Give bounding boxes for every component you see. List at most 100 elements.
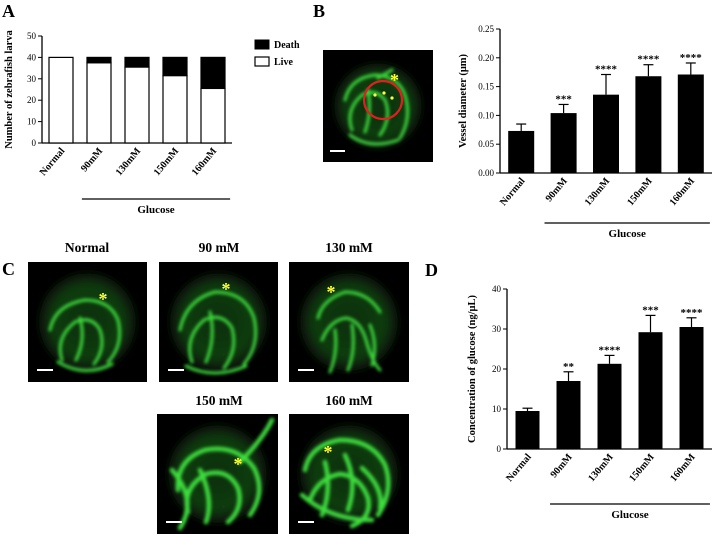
microscopy-image-b: * <box>323 50 433 162</box>
category-label: Normal <box>38 146 68 178</box>
y-tick-label: 0.15 <box>478 82 494 92</box>
microscopy-panel: * <box>159 262 278 382</box>
y-tick-label: 20 <box>27 95 37 105</box>
y-axis-label: Vessel diameter (μm) <box>458 53 469 148</box>
legend-label-death: Death <box>274 40 300 51</box>
bar <box>550 113 577 173</box>
y-axis-label: Number of zebrafish larva <box>4 30 15 149</box>
bar-death <box>124 56 150 68</box>
scale-bar <box>166 521 182 523</box>
group-label: Glucose <box>137 204 174 216</box>
bar-live <box>124 66 150 144</box>
y-tick-label: 10 <box>492 404 502 414</box>
y-tick-label: 0 <box>497 444 502 454</box>
group-label: Glucose <box>609 228 646 240</box>
scale-bar <box>37 369 53 371</box>
legend-label-live: Live <box>274 57 293 68</box>
bar <box>679 327 704 449</box>
bar <box>635 76 662 173</box>
bar-live <box>200 87 226 144</box>
image-label: Normal <box>65 240 109 255</box>
category-label: 90mM <box>549 451 576 480</box>
bar <box>597 363 622 449</box>
origin-asterisk-icon: * <box>99 289 108 309</box>
bar-death <box>162 56 188 77</box>
bar-death <box>86 56 112 64</box>
bar-live <box>48 56 74 144</box>
y-tick-label: 30 <box>492 324 502 334</box>
microscopy-panel: * <box>157 414 278 534</box>
y-tick-label: 40 <box>492 284 502 294</box>
bar <box>638 332 663 449</box>
origin-asterisk-icon: * <box>390 70 399 90</box>
y-tick-label: 0.20 <box>478 53 494 63</box>
significance-label: **** <box>681 307 704 319</box>
category-label: 160mM <box>668 175 698 208</box>
significance-label: ** <box>563 361 575 373</box>
y-tick-label: 0.25 <box>478 24 494 34</box>
origin-asterisk-icon: * <box>222 279 231 299</box>
panel-label-d: D <box>425 260 438 280</box>
bar-death <box>200 56 226 90</box>
image-label: 90 mM <box>199 240 240 255</box>
y-tick-label: 0.10 <box>478 110 494 120</box>
y-axis-label: Concentration of glucose (ng/μL) <box>467 295 478 443</box>
significance-label: *** <box>642 304 659 316</box>
microscopy-panel: * <box>28 262 147 382</box>
chart-a: 0 10 20 30 40 50 Number of zebrafish larva Norm… <box>4 30 300 216</box>
scale-bar <box>168 369 184 371</box>
category-label: 90mM <box>79 145 106 174</box>
microscopy-grid-c: * * * * * Normal 90 mM 130 mM 150 mM 160 mM <box>28 240 409 534</box>
significance-label: **** <box>680 52 703 64</box>
category-label: 160mM <box>190 145 220 178</box>
y-tick-label: 30 <box>27 74 37 84</box>
significance-label: **** <box>637 54 660 66</box>
bar-live <box>86 62 112 144</box>
category-label: 160mM <box>668 451 698 484</box>
image-label: 160 mM <box>325 393 373 408</box>
category-label: 150mM <box>625 175 655 208</box>
origin-asterisk-icon: * <box>324 442 333 462</box>
bar <box>593 94 619 173</box>
panel-label-c: C <box>2 259 15 279</box>
microscopy-panel: * <box>289 262 409 382</box>
category-label: 130mM <box>583 175 613 208</box>
bar <box>556 381 581 449</box>
y-tick-label: 0 <box>32 138 37 148</box>
y-tick-label: 0.00 <box>478 168 494 178</box>
category-label: 150mM <box>152 145 182 178</box>
significance-label: **** <box>595 64 618 76</box>
chart-b: 0.00 0.05 0.10 0.15 0.20 0.25 Vessel diameter … <box>458 24 712 240</box>
y-tick-label: 20 <box>492 364 502 374</box>
highlight-circle <box>362 79 404 121</box>
bar-live <box>162 74 188 144</box>
category-label: 90mM <box>544 175 571 204</box>
y-tick-label: 50 <box>27 31 37 41</box>
chart-d: 0 10 20 30 40 Concentration of glucose (ng/μL… <box>467 284 712 521</box>
category-label: 130mM <box>114 145 144 178</box>
bar <box>508 130 535 173</box>
scale-bar <box>330 150 345 152</box>
significance-label: *** <box>555 93 572 105</box>
image-label: 130 mM <box>325 240 373 255</box>
y-tick-label: 0.05 <box>478 139 494 149</box>
y-tick-label: 10 <box>27 117 37 127</box>
origin-asterisk-icon: * <box>327 282 336 302</box>
scale-bar <box>298 369 314 371</box>
group-label: Glucose <box>611 509 648 521</box>
scale-bar <box>298 521 314 523</box>
microscopy-panel: * <box>289 414 409 534</box>
category-label: Normal <box>504 452 534 484</box>
significance-label: **** <box>599 344 622 356</box>
panel-label-b: B <box>313 1 325 21</box>
origin-asterisk-icon: * <box>234 454 243 474</box>
y-tick-label: 40 <box>27 52 37 62</box>
panel-label-a: A <box>2 1 15 21</box>
image-label: 150 mM <box>195 393 243 408</box>
bar <box>515 411 540 449</box>
category-label: Normal <box>498 176 528 208</box>
bar <box>677 74 704 173</box>
legend-swatch-live <box>254 56 270 67</box>
legend-swatch-death <box>254 39 270 50</box>
